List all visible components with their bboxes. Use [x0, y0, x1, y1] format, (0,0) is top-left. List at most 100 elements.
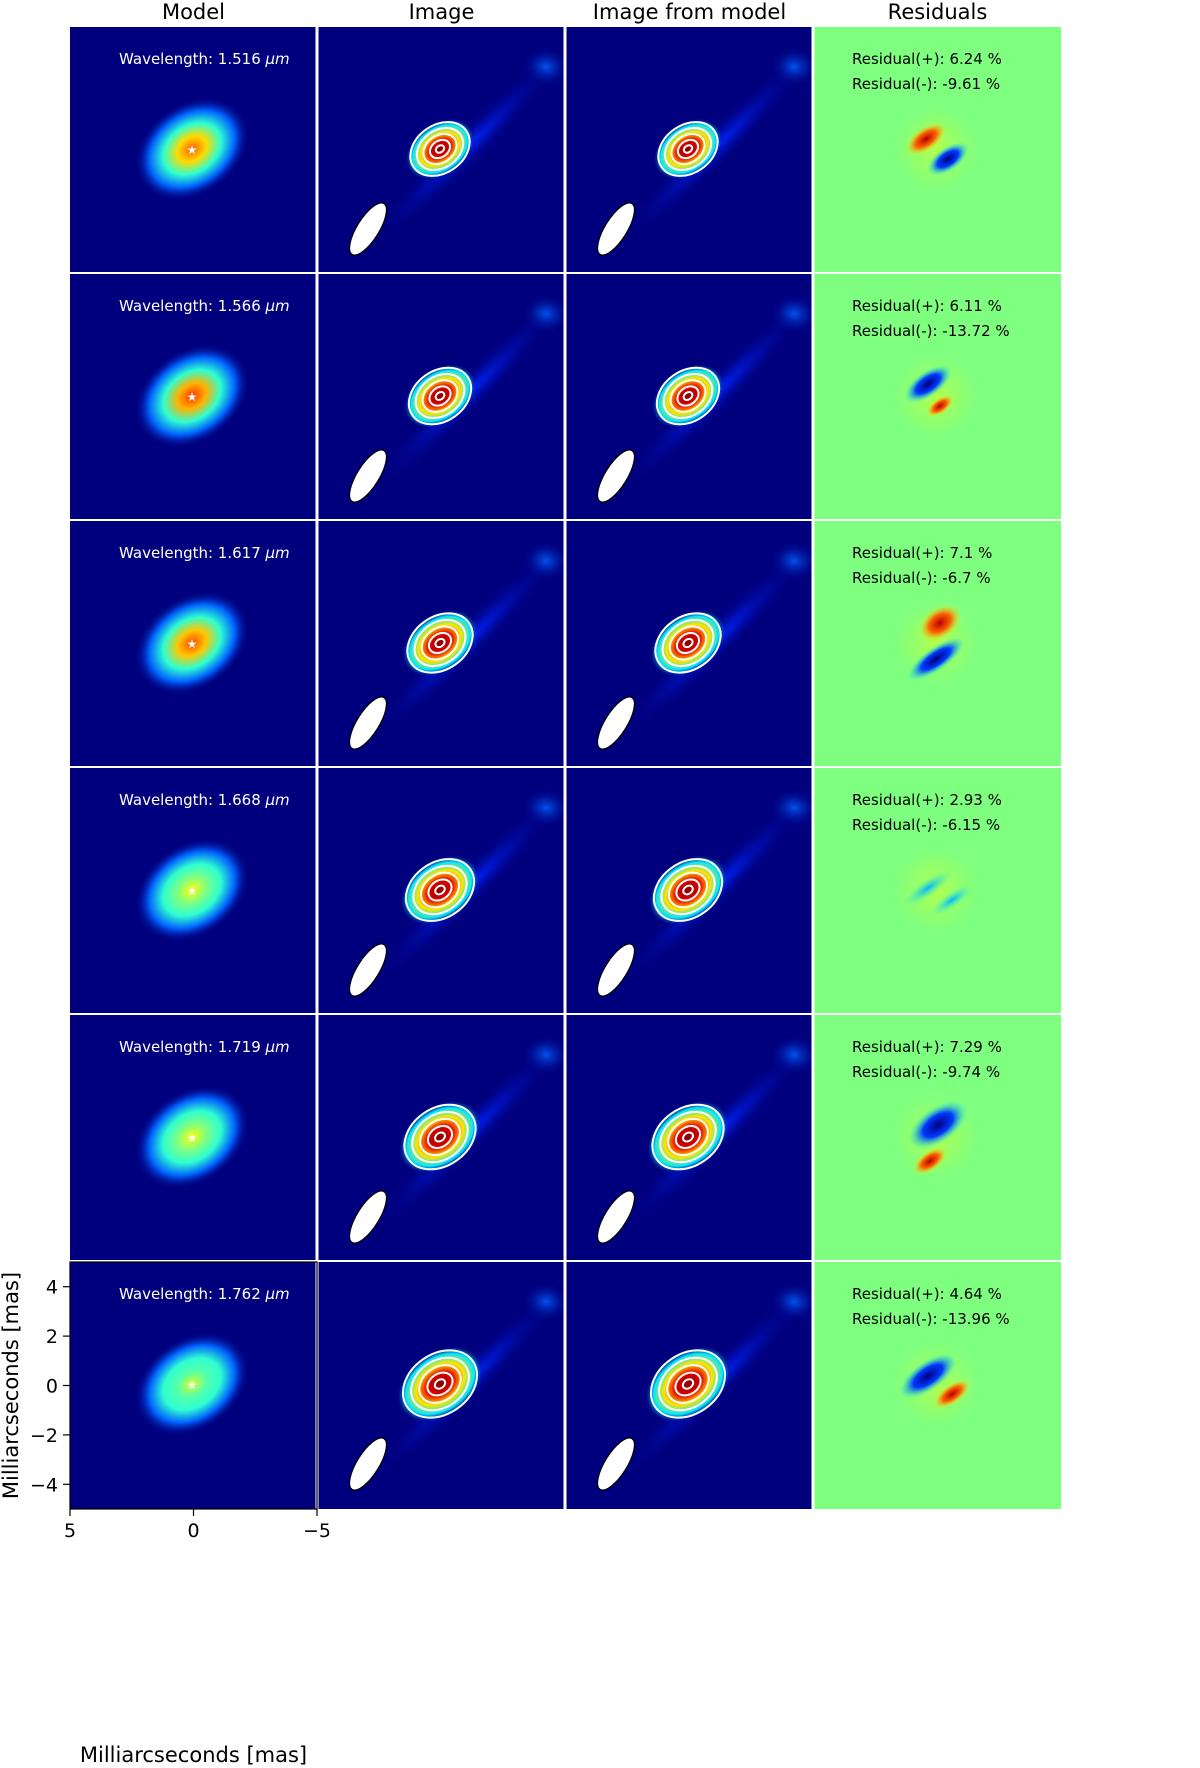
image-from-model-panel	[566, 274, 818, 521]
image-panel	[318, 768, 570, 1015]
contour-line	[676, 385, 700, 407]
wavelength-value: Wavelength: 1.617	[119, 544, 266, 562]
contour-line	[434, 391, 446, 401]
residual-plus-label: Residual(+): 7.1 %	[852, 544, 992, 562]
residual-disc	[884, 591, 988, 695]
model-blob	[134, 97, 250, 201]
contour-line	[434, 637, 446, 649]
model-blob	[134, 1332, 250, 1436]
beam-ellipse	[596, 202, 636, 256]
compass: NE	[275, 1609, 338, 1687]
column-title: Model	[162, 0, 225, 24]
wavelength-unit: μm	[265, 791, 290, 809]
contour-line	[660, 864, 716, 916]
contour-line	[422, 132, 458, 166]
x-tick-label: 0	[187, 1520, 199, 1542]
contour-line	[434, 144, 446, 154]
contour-line	[407, 366, 473, 426]
y-tick-label: 0	[46, 1376, 58, 1398]
residual-positive-lobe	[933, 1378, 971, 1410]
contour-line	[676, 138, 700, 160]
contour-line	[649, 1349, 727, 1419]
residual-plus-label: Residual(+): 6.11 %	[852, 297, 1002, 315]
contour-line	[659, 1110, 717, 1164]
column-title: Image	[409, 0, 475, 24]
contour-line	[426, 1371, 454, 1397]
wavelength-value: Wavelength: 1.516	[119, 50, 266, 68]
column-title: Image from model	[593, 0, 786, 24]
image-from-model-panel	[566, 521, 818, 768]
y-tick-label: 2	[46, 1326, 58, 1348]
residual-negative-lobe	[898, 1352, 958, 1400]
residual-plus-label: Residual(+): 4.64 %	[852, 1285, 1002, 1303]
star-marker-icon: ★	[187, 390, 198, 404]
contour-line	[669, 379, 707, 413]
contour-line	[418, 1364, 462, 1404]
compass-north-label: N	[323, 1609, 338, 1633]
model-panel: ★ Wavelength: 1.719 μm	[70, 1015, 317, 1262]
contour-line	[410, 1356, 470, 1412]
compass-east-label: E	[275, 1663, 288, 1687]
contour-line	[419, 871, 461, 909]
contour-line	[675, 878, 701, 902]
contour-line	[415, 127, 465, 171]
main-blob	[650, 609, 726, 677]
contour-line	[434, 1131, 446, 1143]
contour-line	[658, 1356, 718, 1412]
main-blob	[646, 1100, 730, 1174]
residuals-panel: Residual(+): 6.24 % Residual(-): -9.61 %	[814, 27, 1061, 274]
star-marker-icon: ★	[187, 143, 198, 157]
residual-positive-lobe	[926, 394, 954, 418]
contour-line	[674, 1125, 702, 1149]
wavelength-value: Wavelength: 1.719	[119, 1038, 266, 1056]
contour-line	[674, 1371, 702, 1397]
star-marker-icon: ★	[187, 884, 198, 898]
wavelength-unit: μm	[265, 297, 290, 315]
image-from-model-panel	[566, 27, 818, 274]
axes: 5 0 −5 4 2 0 −2 −4 Milliarcseconds [mas] Milliarc…	[0, 1261, 338, 1767]
panel-row: ★ Wavelength: 1.566 μm Residual(+): 6.11 %…	[70, 274, 1061, 521]
residuals-panel: Residual(+): 7.1 % Residual(-): -6.7 %	[814, 521, 1061, 768]
residual-minus-label: Residual(-): -13.96 %	[852, 1310, 1010, 1328]
model-panel: ★ Wavelength: 1.516 μm	[70, 27, 317, 274]
panel-grid: ★ Wavelength: 1.516 μm Residual(+): 6.24 %…	[70, 27, 1061, 1509]
wavelength-label: Wavelength: 1.719 μm	[119, 1038, 290, 1056]
contour-line	[411, 1110, 469, 1164]
image-from-model-panel	[566, 1015, 818, 1262]
contour-line	[409, 121, 471, 177]
y-tick-label: −4	[30, 1474, 58, 1496]
beam-ellipse	[348, 1190, 388, 1244]
contour-line	[668, 625, 708, 661]
contour-line	[670, 132, 706, 166]
residual-negative-lobe	[930, 883, 974, 917]
model-panel: ★ Wavelength: 1.668 μm	[70, 768, 317, 1015]
contour-line	[652, 858, 724, 922]
panel-row: ★Wavelength: 1.617 μm Residual(+): 7.1 %R…	[70, 521, 1061, 768]
contour-line	[420, 625, 460, 661]
image-from-model-panel	[566, 768, 818, 1015]
residual-minus-label: Residual(-): -9.74 %	[852, 1063, 1000, 1081]
residual-minus-label: Residual(-): -6.7 %	[852, 569, 991, 587]
main-blob	[653, 118, 723, 180]
image-from-model-panel	[566, 1262, 818, 1509]
residuals-panel: Residual(+): 4.64 % Residual(-): -13.96 %	[814, 1262, 1061, 1509]
main-blob	[402, 609, 478, 677]
contour-line	[655, 366, 721, 426]
star-marker-icon: ★	[187, 637, 198, 651]
residual-plus-label: Residual(+): 7.29 %	[852, 1038, 1002, 1056]
contour-line	[426, 1125, 454, 1149]
star-marker-icon: ★	[187, 1378, 198, 1392]
wavelength-unit: μm	[265, 1285, 290, 1303]
contour-line	[427, 631, 453, 655]
contour-line	[682, 1131, 694, 1143]
contour-line	[682, 884, 694, 896]
contour-line	[675, 631, 701, 655]
residual-negative-lobe	[927, 142, 969, 176]
main-blob	[403, 364, 477, 428]
column-titles: Model Image Image from model Residuals	[162, 0, 987, 24]
main-blob	[396, 1345, 484, 1423]
residual-positive-lobe	[918, 603, 962, 643]
beam-ellipse	[596, 449, 636, 503]
wavelength-value: Wavelength: 1.762	[119, 1285, 266, 1303]
